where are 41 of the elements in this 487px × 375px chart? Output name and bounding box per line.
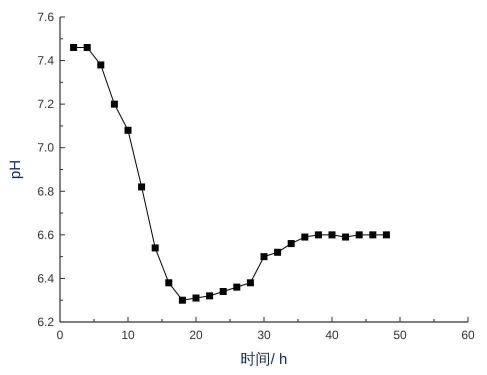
y-tick-label: 7.2: [37, 97, 54, 112]
point: [124, 126, 132, 134]
x-tick-label: 60: [461, 328, 475, 342]
point: [356, 231, 363, 238]
y-tick-label: 6.6: [37, 228, 54, 242]
point: [382, 231, 390, 238]
point: [314, 231, 322, 238]
y-tick-label: 7.4: [37, 54, 54, 68]
point: [70, 44, 78, 51]
point: [288, 240, 295, 248]
point: [110, 100, 118, 108]
point: [165, 279, 172, 286]
y-axis-title: pH: [7, 160, 24, 180]
point: [192, 294, 200, 302]
point: [301, 234, 308, 241]
point: [342, 234, 350, 241]
point: [233, 284, 240, 291]
point: [138, 183, 146, 190]
x-tick-label: 30: [257, 328, 271, 342]
x-tick-label: 40: [325, 328, 339, 342]
point: [84, 44, 91, 51]
x-tick-label: 10: [121, 328, 135, 342]
point: [274, 248, 282, 256]
point: [220, 288, 227, 295]
point: [152, 244, 159, 252]
x-tick-label: 20: [189, 328, 203, 342]
x-tick-label: 0: [56, 328, 64, 342]
y-tick-label: 7.6: [37, 10, 54, 24]
point: [206, 292, 214, 300]
point: [369, 231, 376, 238]
x-axis-title: 时间/ h: [240, 351, 288, 368]
point: [260, 253, 268, 260]
y-tick-label: 6.4: [37, 271, 54, 286]
point: [97, 61, 104, 68]
y-tick-label: 7.0: [37, 140, 54, 155]
point: [328, 231, 336, 238]
point: [178, 296, 186, 304]
x-tick-label: 50: [393, 328, 407, 342]
y-tick-label: 6.2: [37, 315, 54, 329]
y-tick-label: 6.8: [37, 184, 54, 198]
point: [246, 279, 254, 286]
